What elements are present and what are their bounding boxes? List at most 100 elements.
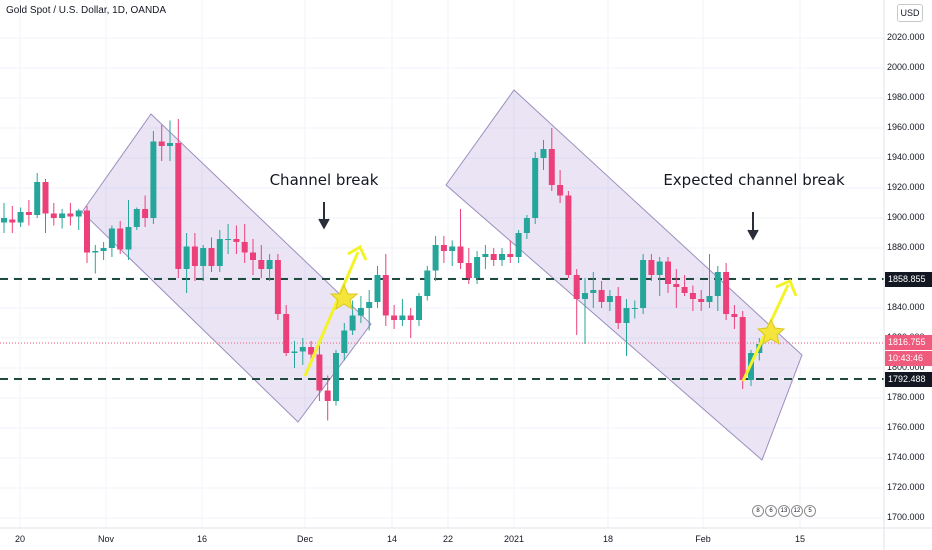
candle-up [349,315,356,331]
candle-up [631,308,638,309]
candle-down [158,141,165,146]
candle-up [225,239,232,240]
candle-down [283,314,290,353]
channel-right [445,89,803,461]
candle-down [457,246,464,263]
candle-up [606,296,613,302]
candle-down [142,209,149,218]
candle-up [623,308,630,323]
candle-down [308,347,315,355]
candle-up [1,218,7,223]
candle-up [416,296,422,320]
candle-up [34,182,41,215]
candle-up [291,351,298,353]
x-tick-label: Feb [695,534,711,544]
candle-down [739,317,746,380]
candle-down [573,275,580,299]
candle-down [681,287,688,293]
candle-down [324,390,331,401]
y-tick-label: 1880.000 [887,242,925,252]
candle-down [698,299,705,302]
y-tick-label: 1780.000 [887,392,925,402]
candle-down [241,242,248,253]
y-tick-label: 1700.000 [887,512,925,522]
candle-up [523,218,530,233]
currency-selector[interactable]: USD [897,4,923,22]
event-marker[interactable]: 6 [765,505,777,517]
candle-down [598,290,605,302]
y-tick-label: 1960.000 [887,122,925,132]
candle-down [565,195,572,275]
event-marker[interactable]: 12 [791,505,803,517]
candle-down [648,260,655,275]
y-tick-label: 1720.000 [887,482,925,492]
x-tick-label: 18 [602,534,614,544]
price-tag-last-price: 1816.755 [885,335,932,350]
x-tick-label: 22 [442,534,454,544]
candle-down [665,261,671,284]
candle-up [125,227,132,250]
candle-down [25,212,32,215]
x-tick-label: 16 [196,534,208,544]
candle-up [75,210,82,217]
economic-events[interactable]: 8 6 13 12 5 [752,505,816,517]
candle-up [499,254,505,260]
x-tick-label: 2021 [503,534,525,544]
candle-up [590,290,597,293]
candle-up [100,248,107,251]
candle-down [117,228,124,250]
event-marker[interactable]: 8 [752,505,764,517]
candle-down [233,239,240,242]
x-tick-label: 20 [14,534,26,544]
candle-up [640,260,647,308]
candle-up [200,248,207,266]
candle-down [673,284,680,287]
candle-down [391,315,398,320]
candle-up [366,302,373,308]
y-tick-label: 2020.000 [887,32,925,42]
candle-down [274,260,281,314]
candle-up [532,158,539,218]
candle-up [449,246,456,251]
annotation-channel-break: Channel break [269,171,379,189]
arrow-left [303,244,368,377]
x-tick-label: 15 [794,534,806,544]
candle-down [84,210,90,253]
candle-down [316,354,323,391]
candle-up [424,270,431,296]
candle-up [216,239,223,266]
price-tag-lower-level: 1792.488 [885,372,932,387]
candle-down [191,246,198,266]
candle-down [731,314,738,317]
y-tick-label: 1800.000 [887,362,925,372]
annotation-expected-channel-break: Expected channel break [663,171,845,189]
candle-down [557,185,564,196]
candle-down [42,182,49,214]
candle-up [656,261,663,275]
down-arrow-icon [747,212,759,241]
candle-down [440,245,447,251]
candle-down [689,293,696,299]
candle-down [507,254,514,257]
y-tick-label: 1740.000 [887,452,925,462]
price-tag-upper-level: 1858.855 [885,272,932,287]
y-tick-label: 1920.000 [887,182,925,192]
star-icon [329,283,359,311]
y-tick-label: 1980.000 [887,92,925,102]
candle-up [706,296,713,302]
event-marker[interactable]: 5 [804,505,816,517]
candle-up [341,330,348,353]
candle-down [382,275,389,316]
candle-up [133,209,140,227]
candle-up [582,293,588,299]
candle-up [183,246,190,269]
candle-down [175,143,182,269]
candle-down [490,254,497,260]
candle-up [150,141,157,218]
candle-up [92,251,99,253]
candle-down [250,252,256,260]
candle-down [407,315,414,320]
event-marker[interactable]: 13 [778,505,790,517]
candle-up [432,245,439,271]
